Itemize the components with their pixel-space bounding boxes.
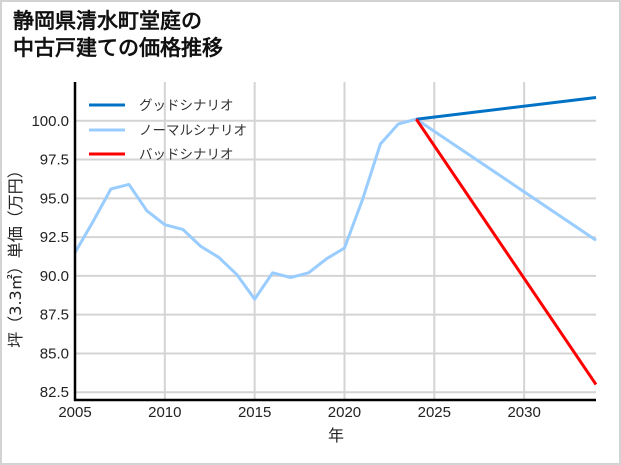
y-axis-label: 坪（3.3㎡）単価（万円） [6,162,25,347]
y-tick-label: 95.0 [40,190,69,207]
axes [73,82,596,402]
x-tick-label: 2025 [418,404,451,421]
x-tick-label: 2010 [148,404,181,421]
y-tick-label: 92.5 [40,229,69,246]
x-axis-label: 年 [328,426,344,445]
y-tick-label: 85.0 [40,345,69,362]
y-tick-label: 97.5 [40,152,69,169]
legend-label: グッドシナリオ [139,98,234,114]
series-line [416,96,597,121]
legend-item: グッドシナリオ [89,98,234,114]
y-tick-label: 100.0 [31,113,69,130]
legend-item: ノーマルシナリオ [89,123,247,139]
y-tick-label: 82.5 [40,384,69,401]
x-tick-label: 2030 [507,404,540,421]
y-axis-ticks: 82.5 85.0 87.5 90.0 92.5 95.0 97.5 100.0 [31,113,69,401]
series-line [73,117,597,301]
x-tick-label: 2020 [328,404,361,421]
y-tick-label: 90.0 [40,268,69,285]
legend-label: バッドシナリオ [139,147,234,163]
x-tick-label: 2015 [238,404,271,421]
legend-item: バッドシナリオ [89,147,234,163]
chart-title: 静岡県清水町堂庭の 中古戸建ての価格推移 [13,9,223,60]
x-tick-label: 2005 [58,404,91,421]
legend-label: ノーマルシナリオ [139,123,247,139]
y-tick-label: 87.5 [40,307,69,324]
series-line [415,118,598,386]
series-lines [73,96,598,386]
x-axis-ticks: 2005 2010 2015 2020 2025 2030 [58,404,541,421]
